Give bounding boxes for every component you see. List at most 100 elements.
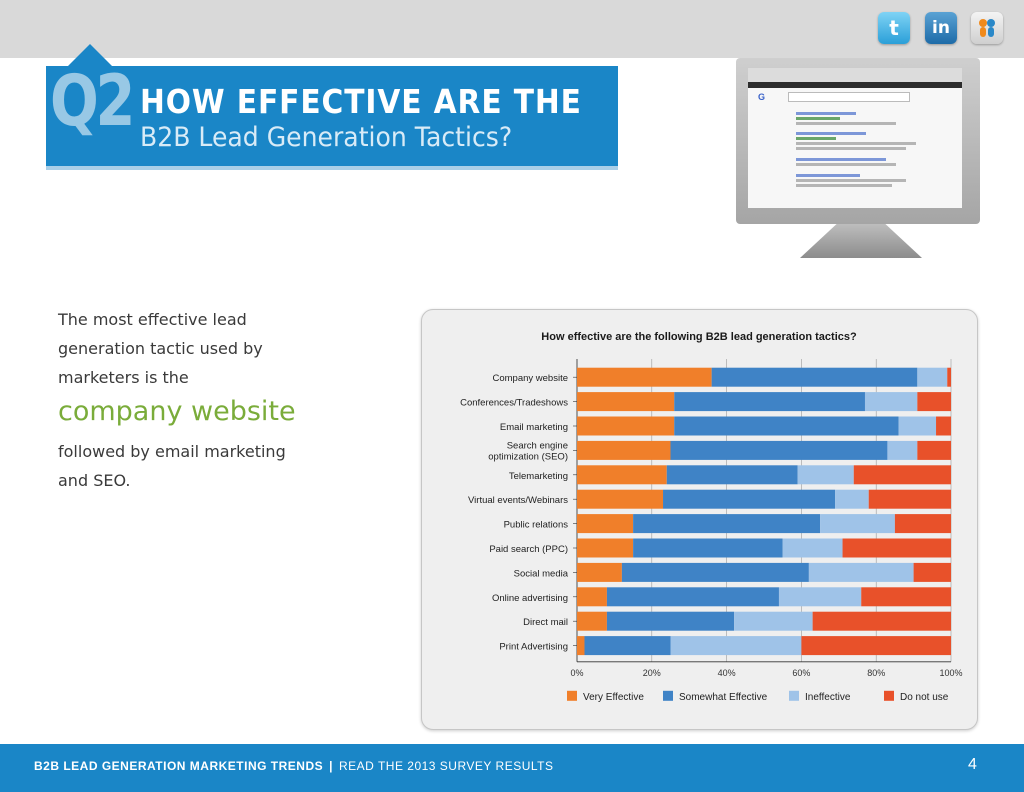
bar-segment: [782, 538, 843, 558]
category-label: Email marketing: [500, 422, 568, 433]
twitter-icon[interactable]: t: [878, 12, 910, 44]
bar-segment: [864, 392, 918, 412]
intro-line: followed by email marketing: [58, 442, 286, 461]
slideshare-icon[interactable]: [971, 12, 1003, 44]
bar-segment: [913, 562, 951, 582]
bar-segment: [577, 514, 634, 534]
bar-segment: [868, 489, 951, 509]
section-pointer: [68, 44, 112, 66]
search-engine-logo: G: [758, 92, 766, 102]
bar-segment: [577, 440, 671, 460]
bar-segment: [842, 538, 951, 558]
bar-segment: [670, 440, 888, 460]
category-label: Virtual events/Webinars: [468, 495, 568, 506]
footer-bar: [0, 744, 1024, 792]
category-label: Company website: [492, 373, 568, 384]
category-label: Social media: [514, 568, 569, 579]
bar-segment: [577, 489, 664, 509]
bar-segment: [711, 367, 918, 387]
bar-segment: [853, 465, 951, 485]
bar-segment: [670, 636, 802, 656]
bar-segment: [898, 416, 937, 436]
x-tick-label: 20%: [643, 668, 661, 678]
monitor-screen: G: [748, 68, 962, 208]
bar-segment: [808, 562, 914, 582]
bar-segment: [577, 367, 712, 387]
monitor-illustration: G: [736, 58, 988, 268]
footer-tagline[interactable]: READ THE 2013 SURVEY RESULTS: [338, 759, 554, 773]
bar-segment: [797, 465, 854, 485]
bar-segment: [917, 392, 951, 412]
section-title-line2: B2B Lead Generation Tactics?: [140, 122, 513, 153]
footer-text: B2B LEAD GENERATION MARKETING TRENDS | REA…: [34, 759, 554, 773]
bar-segment: [778, 587, 862, 607]
section-banner: [46, 66, 618, 166]
legend-swatch: [663, 690, 673, 701]
bar-segment: [577, 636, 585, 656]
linkedin-glyph: in: [932, 18, 950, 38]
stacked-bar-chart: How effective are the following B2B lead…: [460, 331, 962, 703]
x-tick-label: 60%: [792, 668, 810, 678]
x-tick-label: 40%: [718, 668, 736, 678]
bar-segment: [577, 416, 675, 436]
bar-segment: [936, 416, 951, 436]
bar-segment: [887, 440, 918, 460]
category-label: optimization (SEO): [488, 451, 568, 462]
legend-swatch: [567, 690, 577, 701]
x-tick-label: 80%: [867, 668, 885, 678]
section-banner-underline: [46, 166, 618, 170]
twitter-glyph: t: [889, 16, 899, 40]
category-label: Conferences/Tradeshows: [460, 398, 568, 409]
bar-segment: [577, 392, 675, 412]
x-tick-label: 0%: [570, 668, 583, 678]
category-label: Online advertising: [492, 593, 568, 604]
category-label: Telemarketing: [509, 471, 568, 482]
legend-label: Very Effective: [583, 692, 644, 703]
section-title-line1: HOW EFFECTIVE ARE THE: [140, 82, 582, 121]
intro-line: and SEO.: [58, 471, 131, 490]
category-label: Public relations: [504, 520, 569, 531]
intro-line: generation tactic used by: [58, 339, 263, 358]
bar-segment: [577, 562, 622, 582]
bar-segment: [917, 440, 951, 460]
bar-segment: [577, 587, 607, 607]
monitor-stand: [800, 224, 922, 258]
section-number: Q2: [50, 60, 135, 142]
bar-segment: [861, 587, 951, 607]
bar-segment: [917, 367, 948, 387]
legend-swatch: [789, 690, 799, 701]
slideshare-logo: [979, 19, 995, 37]
footer-brand: B2B LEAD GENERATION MARKETING TRENDS: [34, 759, 324, 773]
legend-label: Ineffective: [805, 692, 851, 703]
intro-line: marketers is the: [58, 368, 189, 387]
bar-segment: [584, 636, 671, 656]
monitor-bezel: G: [736, 58, 980, 224]
top-bar: t in: [0, 0, 1024, 58]
bar-segment: [606, 587, 779, 607]
category-label: Print Advertising: [499, 642, 568, 653]
legend-swatch: [884, 690, 894, 701]
category-label: Search engine: [507, 440, 568, 451]
bar-segment: [734, 611, 813, 631]
legend-label: Do not use: [900, 692, 949, 703]
bar-segment: [835, 489, 869, 509]
bar-segment: [801, 636, 951, 656]
bar-segment: [820, 514, 895, 534]
bar-segment: [606, 611, 735, 631]
x-tick-label: 100%: [939, 668, 962, 678]
intro-line: The most effective lead: [58, 310, 247, 329]
bar-segment: [812, 611, 951, 631]
bar-segment: [621, 562, 809, 582]
bar-segment: [894, 514, 951, 534]
bar-segment: [674, 416, 899, 436]
category-label: Direct mail: [523, 617, 568, 628]
bar-segment: [577, 611, 607, 631]
intro-text: The most effective lead generation tacti…: [58, 305, 318, 495]
linkedin-icon[interactable]: in: [925, 12, 957, 44]
chart-title: How effective are the following B2B lead…: [541, 331, 857, 343]
bar-segment: [633, 538, 783, 558]
page-number: 4: [968, 756, 977, 773]
bar-segment: [674, 392, 865, 412]
chart-panel: How effective are the following B2B lead…: [421, 309, 978, 730]
bar-segment: [633, 514, 821, 534]
